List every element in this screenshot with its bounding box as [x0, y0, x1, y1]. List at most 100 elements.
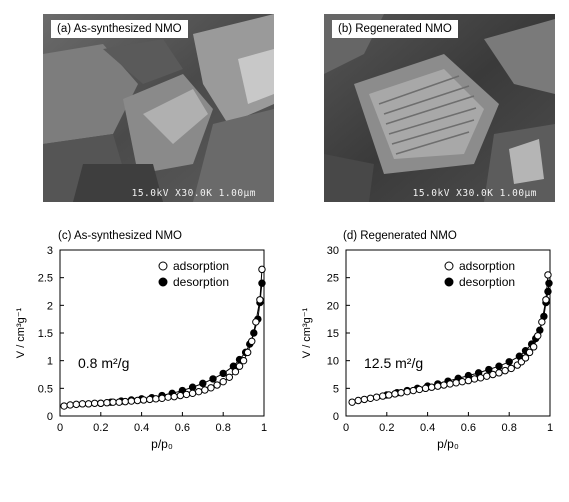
legend-label: adsorption	[459, 259, 515, 273]
adsorption-point	[182, 390, 191, 399]
x-tick-label: 0.4	[420, 422, 435, 434]
chart-title: (d) Regenerated NMO	[343, 230, 457, 242]
adsorption-point	[427, 383, 436, 391]
x-tick-label: 0.2	[379, 422, 394, 434]
adsorption-point	[60, 402, 68, 410]
y-tick-label: 0	[47, 411, 53, 423]
y-tick-label: 0.5	[38, 383, 53, 395]
adsorption-point	[391, 390, 399, 398]
adsorption-point	[348, 398, 356, 406]
adsorption-point	[529, 343, 538, 351]
chart-d-container: (d) Regenerated NMO 0 5 10 15 20 25 30 0 0.2 0.4 0…	[284, 228, 569, 497]
legend-label: desorption	[173, 275, 229, 289]
adsorption-point	[127, 397, 136, 405]
sem-scale-text-a: 15.0kV X30.0K 1.00μm	[131, 188, 256, 199]
adsorption-point	[366, 394, 375, 402]
legend-marker	[158, 277, 168, 287]
adsorption-point	[507, 364, 515, 373]
x-tick-label: 0.8	[502, 422, 517, 434]
legend-marker	[444, 277, 454, 287]
adsorption-point	[152, 395, 160, 403]
adsorption-point	[158, 394, 166, 402]
adsorption-point	[219, 377, 227, 386]
adsorption-point	[195, 387, 203, 396]
adsorption-point	[164, 393, 172, 401]
y-axis-label: V / cm³g⁻¹	[301, 307, 313, 358]
y-tick-label: 30	[327, 245, 339, 257]
adsorption-point	[201, 386, 209, 394]
adsorption-point	[489, 370, 497, 379]
y-tick-label: 1.5	[38, 328, 53, 340]
adsorption-point	[248, 337, 256, 346]
adsorption-point	[252, 318, 260, 326]
adsorption-point	[231, 368, 240, 376]
adsorption-point	[97, 399, 105, 407]
adsorption-point	[243, 348, 252, 357]
y-tick-label: 25	[327, 273, 339, 285]
adsorption-point	[440, 381, 448, 389]
x-tick-label: 0.6	[461, 422, 476, 434]
adsorption-point	[495, 369, 503, 377]
adsorption-point	[115, 398, 123, 406]
adsorption-point	[354, 396, 362, 405]
plot-frame	[345, 249, 551, 417]
y-tick-label: 1	[47, 356, 53, 368]
y-tick-label: 5	[333, 383, 339, 395]
adsorption-point	[409, 386, 418, 395]
adsorption-point	[133, 396, 142, 405]
adsorption-point	[464, 376, 473, 385]
adsorption-point	[452, 379, 460, 387]
adsorption-point	[403, 387, 411, 396]
y-tick-label: 2	[47, 300, 53, 312]
x-tick-label: 1	[261, 422, 267, 434]
image-label-b: (b) Regenerated NMO	[332, 20, 458, 38]
x-axis-label: p/p₀	[151, 437, 173, 451]
chart-c-container: (c) As-synthesized NMO 0 0.5 1 1.5 2 2.5 3 0 0.2…	[0, 228, 285, 497]
adsorption-point	[458, 377, 466, 386]
adsorption-point	[525, 348, 534, 357]
adsorption-point	[103, 399, 111, 407]
adsorption-point	[78, 400, 87, 408]
adsorption-point	[109, 398, 117, 406]
chart-title: (c) As-synthesized NMO	[58, 230, 182, 242]
legend-label: adsorption	[173, 259, 229, 273]
y-tick-label: 15	[327, 328, 339, 340]
desorption-point	[188, 383, 197, 391]
desorption-point	[219, 369, 227, 378]
adsorption-point	[415, 385, 424, 394]
adsorption-point	[188, 389, 197, 398]
adsorption-point	[213, 381, 221, 389]
adsorption-point	[534, 332, 542, 340]
adsorption-point	[542, 296, 550, 304]
adsorption-point	[239, 356, 248, 365]
x-tick-label: 0.8	[216, 422, 231, 434]
legend-label: desorption	[459, 275, 515, 289]
sem-image-a: (a) As-synthesized NMO 15.0kV X30.0K 1.0…	[43, 14, 274, 202]
x-axis-label: p/p₀	[437, 437, 459, 451]
series-line	[100, 283, 263, 404]
y-tick-label: 10	[327, 356, 339, 368]
desorption-point	[485, 365, 493, 374]
chart-c-svg: 0 0.5 1 1.5 2 2.5 3 0 0.2 0.4 0.6 0.8 1 p/p₀ V / cm³g⁻…	[15, 245, 267, 451]
sem-texture-b	[324, 14, 555, 202]
adsorption-point	[66, 401, 74, 409]
adsorption-point	[235, 362, 244, 370]
y-tick-label: 3	[47, 245, 53, 257]
adsorption-point	[72, 400, 81, 409]
adsorption-point	[256, 296, 264, 304]
adsorption-point	[225, 373, 234, 381]
plot-frame	[59, 249, 265, 417]
x-tick-label: 1	[547, 422, 553, 434]
y-tick-label: 0	[333, 411, 339, 423]
adsorption-point	[446, 380, 454, 388]
x-tick-label: 0.6	[175, 422, 190, 434]
adsorption-point	[258, 265, 266, 274]
desorption-point	[544, 287, 552, 296]
y-tick-label: 20	[327, 300, 339, 312]
y-tick-label: 2.5	[38, 273, 53, 285]
adsorption-point	[372, 393, 381, 401]
adsorption-point	[146, 395, 154, 404]
surface-area-annotation: 0.8 m²/g	[78, 355, 129, 371]
adsorption-point	[121, 397, 129, 406]
x-tick-label: 0.2	[93, 422, 108, 434]
